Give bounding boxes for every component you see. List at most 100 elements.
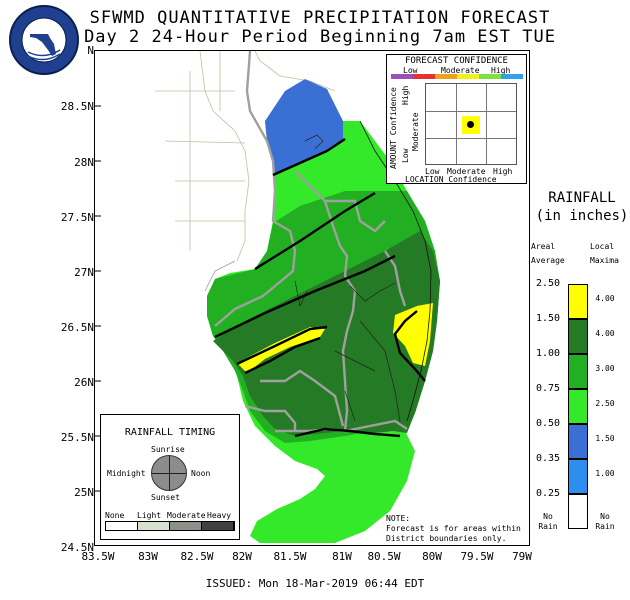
timing-level-heavy: Heavy — [207, 511, 232, 520]
confidence-grid — [425, 83, 517, 165]
confidence-scale-low: Low — [403, 66, 418, 75]
timing-title: RAINFALL TIMING — [124, 427, 216, 438]
legend-norain-right-1: No — [600, 512, 610, 521]
timing-noon: Noon — [191, 469, 211, 478]
lon-label: 81W — [332, 550, 352, 563]
legend-norain-left-2: Rain — [538, 522, 558, 531]
amount-level-high: High — [401, 85, 410, 105]
forecast-title: SFWMD QUANTITATIVE PRECIPITATION FORECAS… — [89, 8, 551, 28]
note-line-1: Forecast is for areas within — [386, 524, 521, 533]
confidence-bar-segment — [501, 74, 523, 79]
legend-areal-value: 1.00 — [535, 348, 561, 359]
legend-color-swatch — [568, 354, 588, 389]
location-level-moderate: Moderate — [447, 167, 486, 176]
legend-color-swatch — [568, 319, 588, 354]
coastline — [204, 260, 236, 292]
lon-label: 83W — [138, 550, 158, 563]
lat-label: 28.5N — [60, 100, 94, 113]
legend-color-swatch — [568, 494, 588, 529]
note-heading: NOTE: — [386, 514, 411, 523]
rainfall-legend-units: (in inches) — [535, 208, 629, 224]
lat-label: N — [87, 44, 94, 57]
lat-label: 25.5N — [60, 431, 94, 444]
timing-legend-swatch — [106, 522, 138, 530]
confidence-bar-segment — [391, 74, 413, 79]
confidence-bar-segment — [479, 74, 501, 79]
timing-level-light: Light — [137, 511, 162, 520]
lon-label: 81.5W — [273, 550, 307, 563]
lat-label: 28N — [74, 156, 94, 169]
amount-axis-label: AMOUNT Confidence — [389, 87, 398, 169]
legend-areal-value: 0.75 — [535, 383, 561, 394]
legend-areal-value: 1.50 — [535, 313, 561, 324]
legend-areal-value: 0.50 — [535, 418, 561, 429]
rainfall-timing-panel: RAINFALL TIMING Sunrise Midnight Noon Su… — [100, 414, 240, 540]
legend-local-value: 4.00 — [595, 329, 615, 338]
lon-label: 83.5W — [81, 550, 115, 563]
lon-label: 80.5W — [367, 550, 401, 563]
legend-color-swatch — [568, 459, 588, 494]
legend-head-maxima: Maxima — [590, 256, 619, 265]
forecast-confidence-panel: FORECAST CONFIDENCE Low Moderate High AM… — [386, 54, 527, 184]
amount-level-moderate: Moderate — [411, 112, 420, 151]
confidence-bar-segment — [435, 74, 457, 79]
confidence-title: FORECAST CONFIDENCE — [405, 56, 508, 66]
lat-label: 27N — [74, 266, 94, 279]
timing-level-none: None — [105, 511, 125, 520]
legend-head-local: Local — [590, 242, 615, 251]
sfwmd-logo — [9, 5, 79, 75]
timing-legend-swatch — [138, 522, 170, 530]
forecast-contours — [214, 138, 426, 438]
confidence-bar-segment — [457, 74, 479, 79]
forecast-map — [94, 50, 530, 546]
legend-norain-left-1: No — [543, 512, 553, 521]
forecast-period: Day 2 24-Hour Period Beginning 7am EST T… — [84, 27, 556, 47]
legend-local-value: 1.00 — [595, 469, 615, 478]
legend-local-value: 2.50 — [595, 399, 615, 408]
timing-midnight: Midnight — [107, 469, 146, 478]
lon-label: 79W — [512, 550, 532, 563]
confidence-scale-high: High — [491, 66, 511, 75]
rain-area-yellow-west — [237, 327, 325, 373]
rain-area-yellow-east — [393, 303, 433, 366]
legend-head-average: Average — [531, 256, 565, 265]
lat-label: 26.5N — [60, 321, 94, 334]
legend-color-swatch — [568, 389, 588, 424]
legend-local-value: 3.00 — [595, 364, 615, 373]
confidence-color-bar — [391, 74, 523, 79]
lon-label: 82.5W — [180, 550, 214, 563]
timing-legend-swatch — [202, 522, 234, 530]
land-county-lines — [155, 51, 336, 262]
issued-timestamp: ISSUED: Mon 18-Mar-2019 06:44 EDT — [205, 577, 425, 590]
legend-areal-value: 0.25 — [535, 488, 561, 499]
timing-clock-icon — [151, 455, 187, 491]
lon-label: 79.5W — [460, 550, 494, 563]
rainfall-legend-title: RAINFALL — [548, 190, 616, 206]
timing-sunset: Sunset — [151, 493, 180, 502]
lat-label: 24.5N — [60, 541, 94, 554]
confidence-bar-segment — [413, 74, 435, 79]
confidence-scale-moderate: Moderate — [441, 66, 480, 75]
lat-label: 26N — [74, 376, 94, 389]
legend-local-value: 1.50 — [595, 434, 615, 443]
note-line-2: District boundaries only. — [386, 534, 507, 543]
timing-color-legend — [105, 521, 235, 531]
timing-legend-swatch — [170, 522, 202, 530]
legend-areal-value: 0.35 — [535, 453, 561, 464]
rain-area-dark-green — [213, 231, 440, 436]
lon-label: 80W — [422, 550, 442, 563]
legend-color-swatch — [568, 424, 588, 459]
forecast-note: NOTE: Forecast is for areas within Distr… — [386, 514, 521, 544]
amount-level-low: Low — [401, 148, 410, 163]
timing-sunrise: Sunrise — [151, 445, 185, 454]
location-axis-label: LOCATION Confidence — [405, 175, 497, 184]
legend-norain-right-2: Rain — [595, 522, 615, 531]
location-level-low: Low — [425, 167, 440, 176]
lat-label: 27.5N — [60, 211, 94, 224]
legend-local-value: 4.00 — [595, 294, 615, 303]
legend-head-areal: Areal — [531, 242, 556, 251]
legend-areal-value: 2.50 — [535, 278, 561, 289]
rain-area-blue — [265, 79, 343, 175]
lon-label: 82W — [232, 550, 252, 563]
timing-level-moderate: Moderate — [167, 511, 206, 520]
